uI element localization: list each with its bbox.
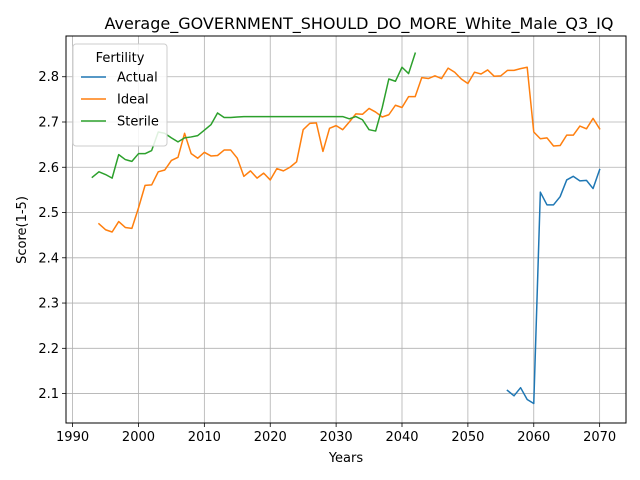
- series-line-sterile: [91, 52, 417, 179]
- y-tick-label: 2.1: [38, 387, 59, 402]
- legend-label-actual: Actual: [117, 71, 158, 86]
- x-tick-label: 2070: [583, 430, 616, 445]
- x-tick-label: 2040: [385, 430, 418, 445]
- x-tick-label: 2010: [188, 430, 221, 445]
- x-tick-label: 2000: [122, 430, 155, 445]
- y-tick-label: 2.3: [38, 297, 59, 312]
- x-tick-label: 2060: [517, 430, 550, 445]
- plot-area-frame: [65, 35, 627, 424]
- y-tick-label: 2.2: [38, 342, 59, 357]
- legend-title: Fertility: [96, 51, 145, 66]
- x-axis-title: Years: [328, 451, 364, 466]
- y-tick-label: 2.8: [38, 70, 59, 85]
- legend: Fertility Actual Ideal Sterile: [72, 43, 168, 147]
- y-axis-title: Score(1-5): [15, 196, 30, 264]
- x-tick-label: 2020: [254, 430, 287, 445]
- x-tick-label: 1990: [56, 430, 89, 445]
- y-tick-label: 2.6: [38, 161, 59, 176]
- series-lines: [91, 52, 601, 405]
- y-tick-label: 2.4: [38, 251, 59, 266]
- legend-label-sterile: Sterile: [117, 115, 159, 130]
- x-tick-label: 2030: [320, 430, 353, 445]
- y-tick-label: 2.5: [38, 206, 59, 221]
- legend-entries: Actual Ideal Sterile: [81, 71, 159, 130]
- grid: [66, 36, 626, 423]
- y-tick-label: 2.7: [38, 116, 59, 131]
- x-tick-label: 2050: [451, 430, 484, 445]
- series-line-ideal: [97, 66, 601, 233]
- axis-ticks: 1990 2000 2010 2020 2030 2040 2050 2060 2070 2.1 2…: [38, 70, 616, 445]
- legend-label-ideal: Ideal: [117, 93, 149, 108]
- series-line-actual: [506, 168, 601, 405]
- chart-title: Average_GOVERNMENT_SHOULD_DO_MORE_White_…: [105, 14, 614, 34]
